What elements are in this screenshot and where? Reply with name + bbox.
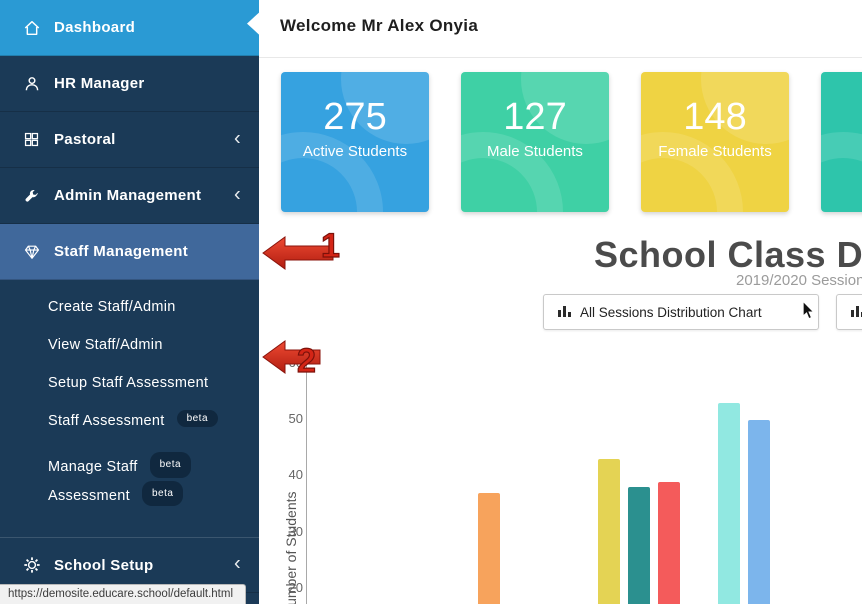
beta-badge: beta [176,410,219,427]
y-axis-tick: 40 [288,467,303,482]
staff-management-submenu: Create Staff/Admin View Staff/Admin Setu… [0,280,259,537]
y-axis-label: Number of Students [283,491,299,604]
bar-chart-icon [558,304,571,320]
person-icon [22,74,41,93]
stat-cards-row: 275 Active Students 127 Male Students 14… [281,72,862,212]
card-decor-ring [821,132,862,212]
sidebar-item-dashboard[interactable]: Dashboard [0,0,259,56]
sidebar-item-label: Staff Management [54,243,188,260]
browser-status-bar: https://demosite.educare.school/default.… [0,584,247,604]
subitem-label: Setup Staff Assessment [48,375,209,391]
active-notch-indicator [247,12,259,35]
beta-badge: beta [141,480,184,506]
diamond-icon [22,242,41,261]
home-icon [22,18,41,37]
sidebar-item-label: Admin Management [54,187,202,204]
subitem-label: Create Staff/Admin [48,299,176,315]
session-chart-button-clipped[interactable]: S [836,294,862,330]
sidebar-item-label: Dashboard [54,19,136,36]
chart-title: School Class Distribution [594,234,862,275]
y-axis-tick: 20 [288,580,303,595]
bar-chart-plot-area [460,350,862,604]
main-content: Welcome Mr Alex Onyia 275 Active Student… [259,0,862,604]
grid-icon [22,130,41,149]
chart-bar [748,420,770,604]
sidebar-subitem-setup-staff-assessment[interactable]: Setup Staff Assessment [0,364,259,402]
status-url: https://demosite.educare.school/default.… [8,588,234,600]
sidebar-item-admin-management[interactable]: Admin Management ‹ [0,168,259,224]
stat-label: Active Students [302,143,408,160]
chart-bar [598,459,620,604]
sidebar-subitem-view-staff-admin[interactable]: View Staff/Admin [0,326,259,364]
chart-bar [628,487,650,604]
chart-subtitle: 2019/2020 Session [736,272,862,289]
sidebar-item-label: HR Manager [54,75,145,92]
y-axis-tick: 50 [288,411,303,426]
subitem-label: Staff Assessment [48,413,165,429]
stat-value: 127 [503,96,567,138]
y-axis-line [306,352,307,604]
sidebar-item-label: School Setup [54,556,154,574]
stat-card-active-students: 275 Active Students [281,72,429,212]
sidebar-item-label: Pastoral [54,131,116,148]
mouse-cursor-icon [800,300,817,325]
header-divider [259,57,862,58]
subitem-label: Manage Staff [48,459,138,475]
all-sessions-distribution-chart-button[interactable]: All Sessions Distribution Chart [543,294,819,330]
chevron-left-icon: ‹ [234,127,241,150]
chart-bar [478,493,500,604]
sidebar-subitem-create-staff-admin[interactable]: Create Staff/Admin [0,288,259,326]
bar-chart-icon [851,304,862,320]
chart-bar [718,403,740,604]
beta-badge: beta [149,452,192,478]
chart-bar [658,482,680,604]
sidebar-subitem-staff-assessment[interactable]: Staff Assessment beta [0,402,259,442]
gear-icon [22,556,41,575]
stat-card-clipped [821,72,862,212]
stat-label: Male Students [487,143,583,160]
stat-label: Female Students [658,143,772,160]
sidebar-item-pastoral[interactable]: Pastoral ‹ [0,112,259,168]
y-axis-tick: 60 [288,355,303,370]
stat-card-female-students: 148 Female Students [641,72,789,212]
stat-card-male-students: 127 Male Students [461,72,609,212]
button-label: All Sessions Distribution Chart [580,304,762,320]
chevron-left-icon: ‹ [234,183,241,206]
y-axis-tick: 30 [288,524,303,539]
stat-value: 148 [683,96,747,138]
sidebar-item-hr-manager[interactable]: HR Manager [0,56,259,112]
subitem-label: View Staff/Admin [48,337,163,353]
stat-value: 275 [323,96,387,138]
sidebar-item-staff-management[interactable]: Staff Management [0,224,259,280]
wrench-icon [22,186,41,205]
page-title: Welcome Mr Alex Onyia [280,16,479,35]
chevron-left-icon: ‹ [234,552,241,575]
sidebar: Dashboard HR Manager Pastoral ‹ Admin Ma… [0,0,259,604]
sidebar-subitem-manage-staff-assessment[interactable]: Manage Staff beta Assessment beta [0,442,259,521]
subitem-label: Assessment [48,487,130,504]
